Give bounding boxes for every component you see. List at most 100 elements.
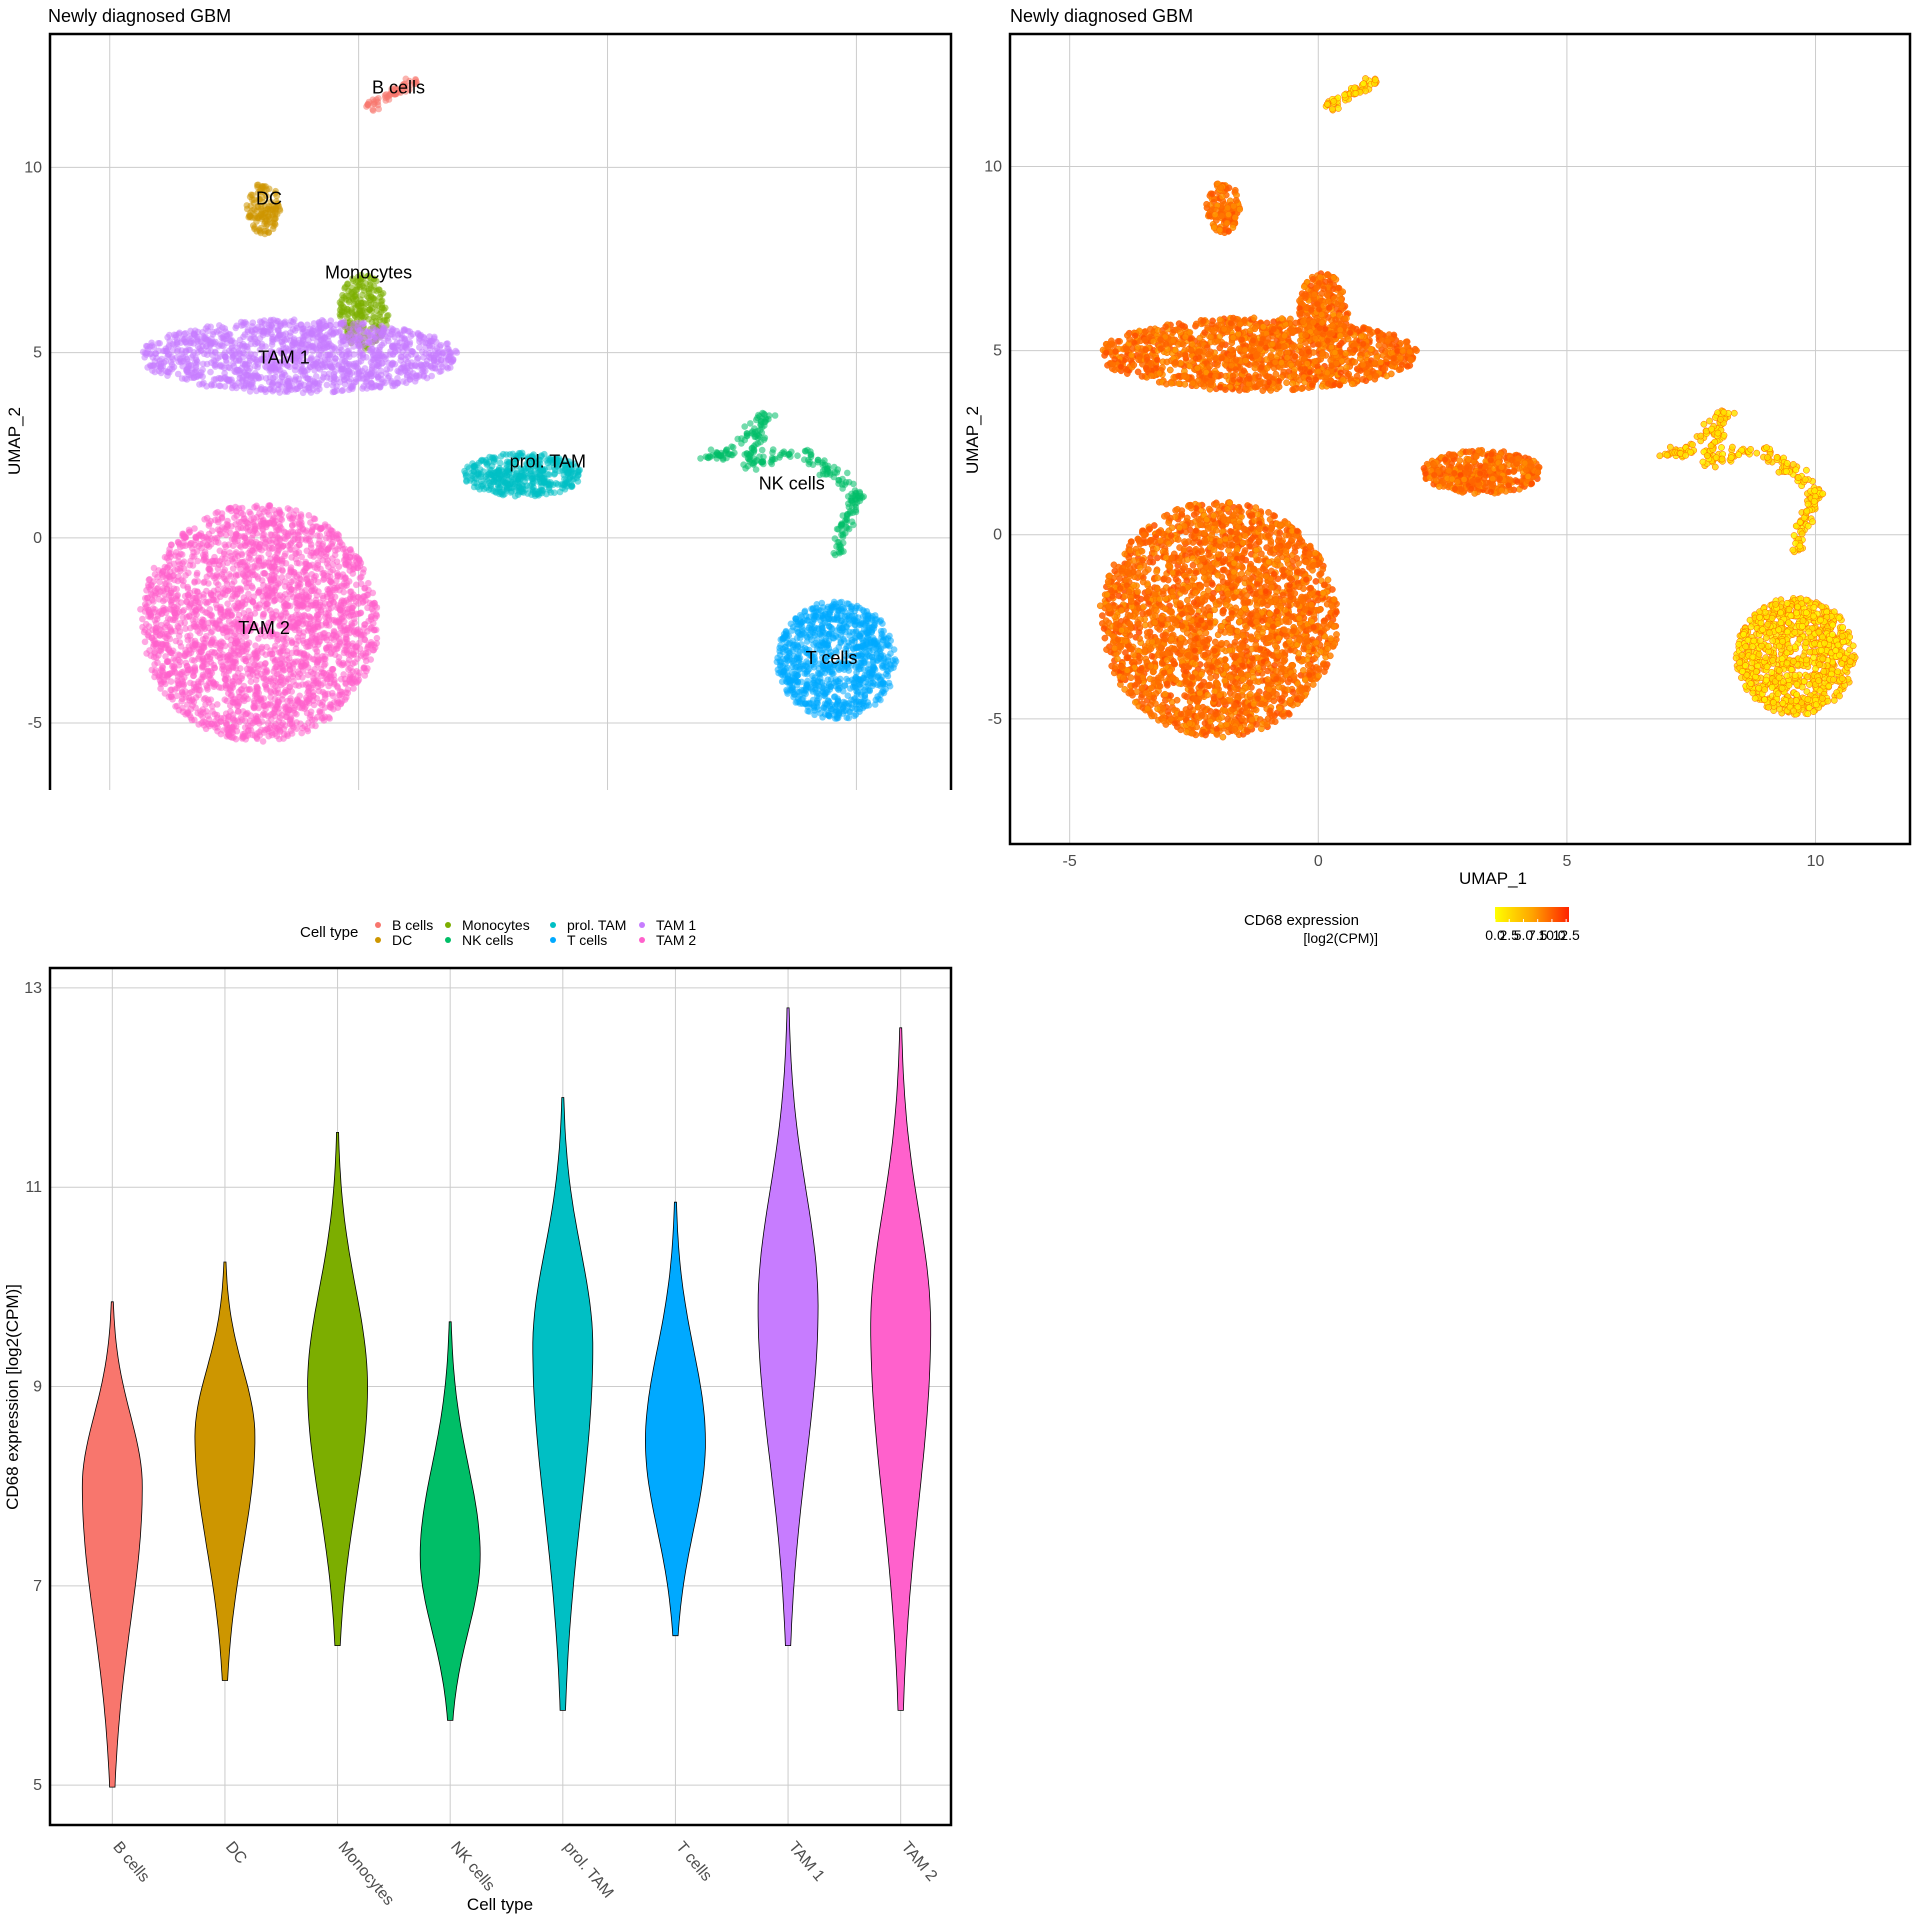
umap-point (267, 321, 275, 329)
umap-point (880, 627, 887, 635)
umap-point (814, 456, 822, 464)
umap-point (859, 606, 867, 614)
umap-point (802, 690, 809, 698)
umap-point (323, 381, 331, 389)
umap-point (187, 327, 194, 335)
umap-point (257, 386, 264, 393)
umap-point (498, 488, 506, 496)
umap-point (400, 342, 407, 350)
umap-point (816, 678, 824, 685)
umap-point (232, 357, 240, 364)
umap-point (187, 362, 195, 369)
umap-point (348, 308, 355, 315)
umap-point (318, 701, 326, 709)
umap-point (406, 328, 414, 335)
umap-point (252, 642, 259, 649)
umap-point (398, 335, 405, 342)
umap-point (376, 313, 384, 321)
umap-point (871, 680, 878, 687)
umap-point (367, 359, 375, 366)
umap-point (352, 336, 359, 344)
umap-point (423, 357, 431, 365)
umap-point (779, 655, 787, 663)
umap-point (263, 220, 271, 228)
umap-point (357, 275, 365, 283)
umap-point (164, 334, 171, 341)
umap-point (212, 348, 219, 356)
umap-point (352, 378, 360, 386)
umap-point (247, 335, 255, 343)
umap-point (365, 315, 372, 323)
umap-point (860, 493, 867, 500)
umap-point (810, 703, 818, 710)
umap-point (832, 676, 840, 683)
umap-point (366, 306, 373, 313)
umap-point (402, 88, 410, 95)
umap-point (246, 365, 254, 372)
umap-point (830, 463, 838, 471)
umap-point (376, 343, 384, 351)
umap-point (865, 702, 873, 709)
umap-point (776, 454, 783, 461)
umap-point (723, 454, 730, 462)
umap-point (375, 105, 383, 113)
umap-point (270, 668, 277, 675)
umap-point (358, 313, 366, 320)
umap-point (307, 389, 315, 396)
umap-point (293, 725, 301, 732)
umap-point (318, 317, 326, 324)
umap-point (403, 379, 410, 387)
umap-point (782, 666, 790, 673)
umap-point (823, 470, 831, 478)
umap-point (312, 361, 319, 368)
umap-point (219, 324, 226, 331)
umap-point (761, 434, 769, 442)
umap-point (826, 623, 833, 630)
umap-point (194, 358, 201, 366)
umap-point (752, 466, 760, 473)
umap-point (408, 347, 415, 355)
umap-point (272, 368, 280, 375)
umap-point (286, 377, 294, 385)
umap-point (371, 351, 379, 358)
umap-point (769, 446, 777, 453)
umap-point (265, 229, 273, 236)
umap-point (393, 90, 400, 98)
umap-point (568, 483, 576, 490)
umap-point (870, 625, 878, 632)
umap-point (394, 375, 401, 382)
umap-point (212, 361, 220, 368)
umap-point (387, 331, 394, 338)
umap-point (796, 654, 804, 662)
umap-point (444, 365, 452, 372)
umap-point (424, 339, 432, 347)
umap-point (352, 360, 359, 367)
umap-point (422, 367, 429, 375)
umap-point (337, 367, 345, 375)
umap-point (752, 416, 760, 424)
umap-point (336, 306, 344, 314)
umap-point (824, 462, 832, 470)
umap-point (345, 378, 353, 385)
umap-point (342, 296, 350, 303)
umap-point (402, 75, 410, 83)
umap-point (256, 335, 264, 342)
umap-point (359, 352, 366, 359)
umap-point (412, 76, 420, 84)
umap-point (819, 689, 827, 696)
umap-point (341, 285, 348, 292)
umap-point (738, 435, 745, 442)
umap-point (887, 662, 895, 669)
umap-point (834, 685, 842, 692)
umap-point (280, 369, 288, 377)
umap-point (845, 503, 853, 511)
umap-point (373, 362, 381, 369)
umap-point (246, 685, 254, 693)
umap-point (329, 388, 337, 396)
umap-point (240, 319, 247, 327)
umap-point (482, 458, 489, 466)
umap-point (837, 545, 845, 553)
umap-point (229, 382, 237, 389)
umap-point (871, 701, 879, 708)
umap-point (381, 92, 389, 99)
